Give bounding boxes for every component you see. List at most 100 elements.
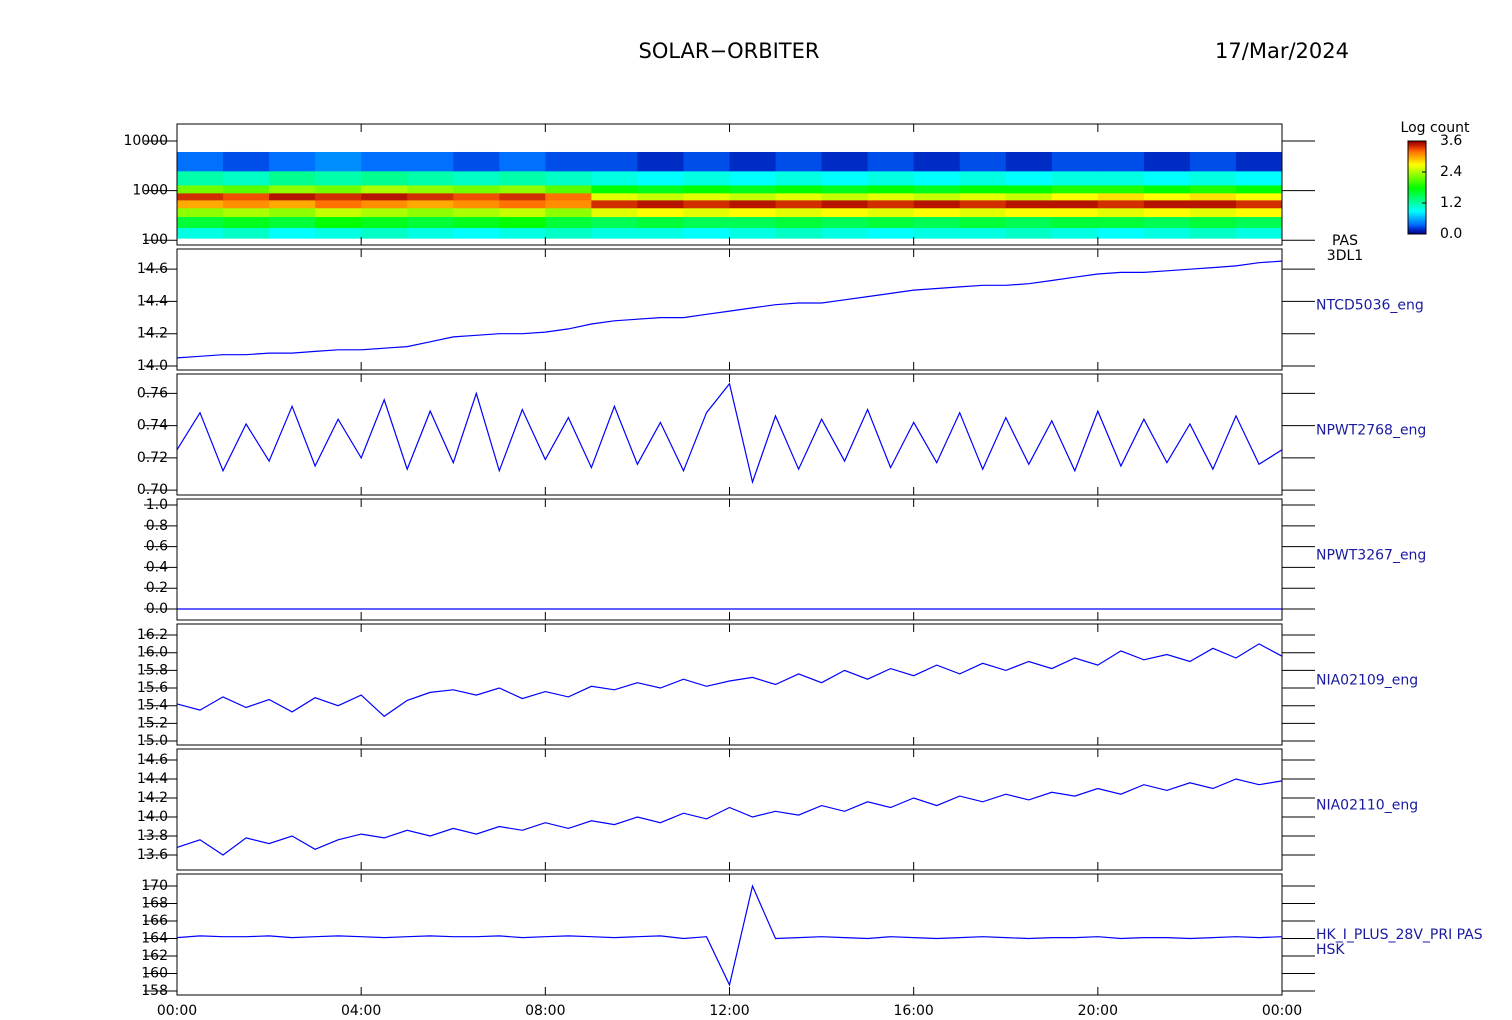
heatmap-cell (867, 207, 915, 218)
colorbar-tick-label: 2.4 (1440, 164, 1462, 180)
colorbar-step (1408, 153, 1426, 156)
heatmap-cell (913, 170, 961, 186)
x-tick-label: 00:00 (1262, 1003, 1302, 1019)
heatmap-cell (1005, 192, 1053, 201)
colorbar-step (1408, 145, 1426, 148)
heatmap-cell (315, 207, 362, 218)
heatmap-cell (499, 227, 546, 239)
heatmap-cell (1097, 199, 1145, 209)
heatmap-cell (637, 199, 684, 209)
heatmap-cell (177, 151, 224, 172)
heatmap-cell (177, 216, 224, 229)
heatmap-cell (637, 192, 684, 201)
heatmap-cell (959, 192, 1007, 201)
heatmap-cell (499, 216, 546, 229)
heatmap-cell (1189, 199, 1237, 209)
colorbar-step (1408, 142, 1426, 145)
colorbar-step (1408, 148, 1426, 151)
heatmap-cell (499, 192, 546, 201)
colorbar-step (1408, 164, 1426, 167)
x-tick-label: 00:00 (157, 1003, 197, 1019)
series-line (176, 260, 1283, 359)
heatmap-cell (1189, 207, 1237, 218)
heatmap-cell (1097, 170, 1145, 186)
series-line (176, 382, 1283, 485)
series-line (176, 778, 1283, 856)
heatmap-cell (867, 216, 915, 229)
heatmap-cell (683, 227, 730, 239)
heatmap-cell (223, 199, 270, 209)
heatmap-cell (315, 151, 362, 172)
colorbar-step (1408, 168, 1426, 171)
heatmap-cell (361, 151, 408, 172)
colorbar-step (1408, 185, 1426, 188)
heatmap-cell (729, 199, 777, 209)
colorbar-step (1408, 207, 1426, 210)
heatmap-cell (269, 227, 316, 239)
panel-label: NTCD5036_eng (1316, 298, 1424, 314)
heatmap-cell (1235, 170, 1283, 186)
heatmap-cell (1189, 192, 1237, 201)
colorbar-step (1408, 165, 1426, 168)
colorbar-step (1408, 224, 1426, 227)
heatmap-cell (1051, 192, 1099, 201)
colorbar-step (1408, 216, 1426, 219)
heatmap-cell (315, 170, 362, 186)
heatmap-cell (453, 170, 500, 186)
colorbar-step (1408, 154, 1426, 157)
panel-label: HK_I_PLUS_28V_PRI PAS (1316, 927, 1483, 943)
heatmap-cell (361, 199, 408, 209)
heatmap-cell (269, 207, 316, 218)
heatmap-cell (729, 151, 777, 172)
heatmap-cell (361, 227, 408, 239)
heatmap-cell (729, 216, 777, 229)
heatmap-cell (1189, 216, 1237, 229)
chart-title: SOLAR−ORBITER (638, 39, 819, 63)
colorbar-step (1408, 144, 1426, 147)
heatmap-cell (959, 151, 1007, 172)
colorbar-tick-label: 1.2 (1440, 195, 1462, 211)
heatmap-cell (729, 184, 777, 194)
colorbar-step (1408, 172, 1426, 175)
x-tick-label: 12:00 (709, 1003, 749, 1019)
heatmap-cell (821, 199, 869, 209)
colorbar-step (1408, 218, 1426, 221)
panel-label: NPWT3267_eng (1316, 548, 1426, 564)
colorbar-step (1408, 181, 1426, 184)
heatmap-cell (315, 192, 362, 201)
series-line (176, 643, 1283, 718)
heatmap-cell (913, 227, 961, 239)
heatmap-cell (1097, 227, 1145, 239)
colorbar-step (1408, 141, 1426, 144)
heatmap-cell (407, 227, 454, 239)
heatmap-cell (315, 216, 362, 229)
colorbar-tick-label: 3.6 (1440, 133, 1462, 149)
colorbar-step (1408, 212, 1426, 215)
colorbar-step (1408, 161, 1426, 164)
heatmap-cell (775, 207, 823, 218)
heatmap-cell (1097, 184, 1145, 194)
heatmap-cell (315, 184, 362, 194)
heatmap-cell (269, 170, 316, 186)
heatmap-cell (223, 184, 270, 194)
panel-label: PAS (1332, 233, 1358, 249)
heatmap-cell (453, 192, 500, 201)
heatmap-cell (1143, 170, 1191, 186)
heatmap-cell (1005, 207, 1053, 218)
series-line (176, 884, 1283, 987)
colorbar-step (1408, 196, 1426, 199)
heatmap-cell (1189, 184, 1237, 194)
heatmap-cell (545, 184, 592, 194)
heatmap-cell (1235, 207, 1283, 218)
x-tick-label: 04:00 (341, 1003, 381, 1019)
heatmap-cell (1005, 170, 1053, 186)
x-tick-label: 16:00 (893, 1003, 933, 1019)
heatmap-cell (683, 207, 730, 218)
heatmap-cell (407, 151, 454, 172)
heatmap-cell (177, 170, 224, 186)
heatmap-cell (545, 227, 592, 239)
heatmap-cell (499, 207, 546, 218)
heatmap-cell (913, 184, 961, 194)
heatmap-cell (591, 151, 638, 172)
